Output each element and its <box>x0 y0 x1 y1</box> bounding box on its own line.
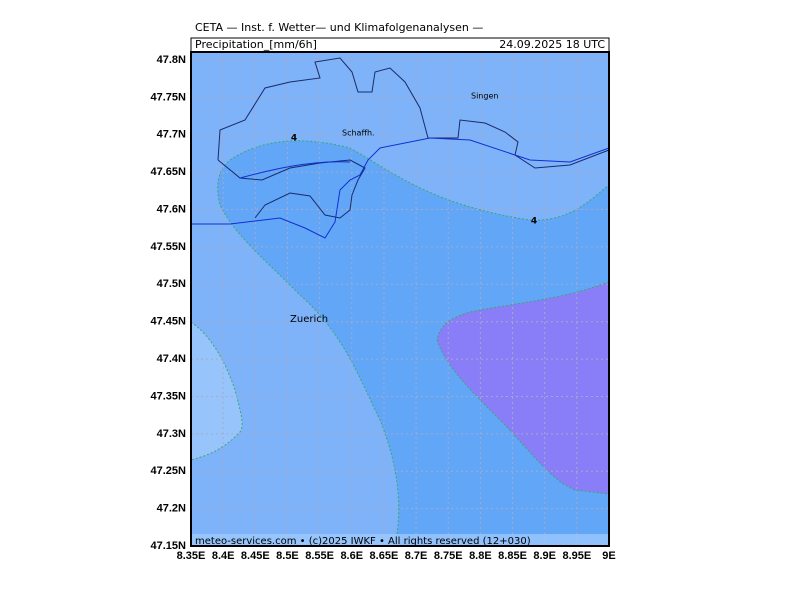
y-tick-label: 47.7N <box>157 129 186 141</box>
y-tick-label: 47.35N <box>151 390 187 402</box>
band-6-8 <box>436 281 610 495</box>
x-tick-label: 8.85E <box>498 550 527 562</box>
footer: meteo-services.com • (c)2025 IWKF • All … <box>195 536 531 547</box>
band-0-2 <box>190 321 243 461</box>
y-tick-label: 47.75N <box>151 91 187 103</box>
x-tick-label: 8.75E <box>434 550 463 562</box>
x-tick-label: 8.7E <box>405 550 428 562</box>
contour-label: 4 <box>531 217 537 227</box>
x-tick-label: 8.4E <box>212 550 235 562</box>
y-tick-label: 47.65N <box>151 166 187 178</box>
map-area: Singen Schaffh. Zuerich 4 4 meteo-servic… <box>190 51 610 547</box>
y-tick-label: 47.3N <box>157 428 186 440</box>
x-tick-label: 9E <box>602 550 615 562</box>
frame <box>190 51 610 547</box>
footer-band <box>191 534 609 546</box>
place: Singen <box>471 92 498 101</box>
title: CETA — Inst. f. Wetter— und Klimafolgena… <box>195 21 483 34</box>
x-tick-label: 8.8E <box>469 550 492 562</box>
y-tick-label: 47.55N <box>151 241 187 253</box>
x-tick-label: 8.45E <box>241 550 270 562</box>
border <box>217 159 366 219</box>
place: Zuerich <box>290 314 328 325</box>
y-tick-label: 47.4N <box>157 353 186 365</box>
x-tick-label: 8.6E <box>340 550 363 562</box>
river <box>191 137 610 239</box>
y-tick-label: 47.45N <box>151 316 187 328</box>
x-tick-label: 8.55E <box>305 550 334 562</box>
border <box>217 57 610 169</box>
y-tick-label: 47.25N <box>151 465 187 477</box>
place: Schaffh. <box>342 129 375 138</box>
lake-shore <box>239 161 351 179</box>
band-4-6 <box>217 140 610 547</box>
x-tick-label: 8.95E <box>562 550 591 562</box>
y-tick-label: 47.8N <box>157 54 186 66</box>
x-tick-label: 8.5E <box>276 550 299 562</box>
y-tick-label: 47.6N <box>157 203 186 215</box>
contour-label: 4 <box>291 134 297 144</box>
x-tick-label: 8.9E <box>533 550 556 562</box>
x-tick-label: 8.35E <box>177 550 206 562</box>
y-tick-label: 47.15N <box>151 540 187 552</box>
x-tick-label: 8.65E <box>370 550 399 562</box>
valid-time: 24.09.2025 18 UTC <box>499 38 605 51</box>
y-tick-label: 47.5N <box>157 278 186 290</box>
y-tick-label: 47.2N <box>157 503 186 515</box>
parameter: Precipitation_[mm/6h] <box>195 38 317 51</box>
